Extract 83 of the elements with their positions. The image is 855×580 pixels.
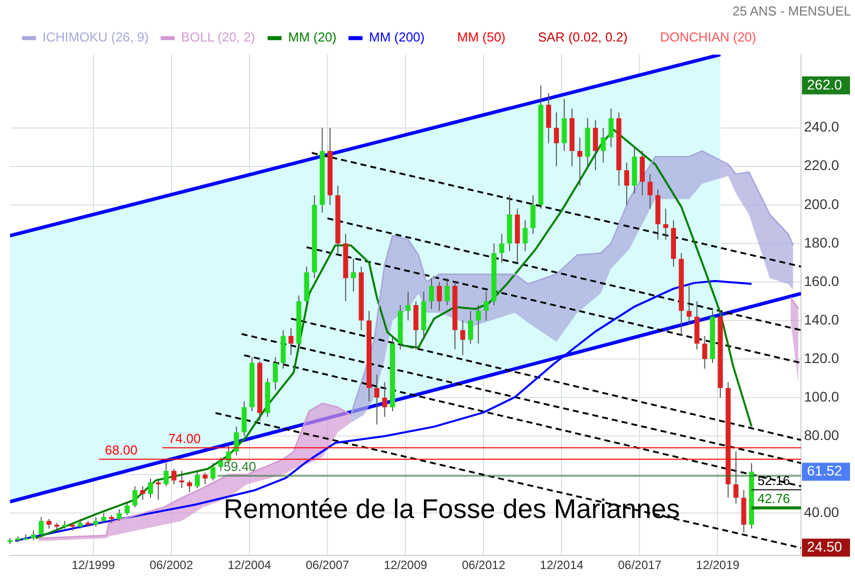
x-tick-label: 12/2019 — [696, 558, 740, 572]
ref-line-label: 74.00 — [168, 430, 201, 446]
x-tick-label: 06/2007 — [306, 558, 350, 572]
legend-label: BOLL (20, 2) — [181, 30, 256, 45]
candlestick — [202, 472, 208, 485]
x-tick-label: 12/2009 — [384, 558, 428, 572]
candlestick — [554, 112, 559, 167]
legend-label: MM (20) — [288, 30, 336, 45]
text: MM (50) — [457, 30, 506, 45]
text: DONCHIAN (20) — [660, 30, 756, 45]
candlestick — [733, 451, 738, 504]
candlestick — [499, 233, 504, 264]
candlestick — [608, 108, 614, 148]
ref-line-label: 59.40 — [224, 458, 256, 474]
y-tick-label: 160.0 — [804, 272, 840, 289]
candlestick — [460, 320, 466, 356]
y-tick-label: 180.0 — [804, 234, 840, 250]
y-tick-label: 100.0 — [804, 388, 840, 404]
candlestick — [218, 456, 224, 472]
y-tick-label: 80.00 — [804, 426, 840, 443]
candlestick — [374, 374, 380, 426]
candlestick — [600, 127, 606, 164]
x-tick-label: 12/2004 — [228, 558, 272, 572]
candlestick — [429, 278, 434, 310]
candlestick — [288, 328, 294, 356]
candlestick — [468, 310, 474, 344]
candlestick — [194, 470, 200, 489]
ref-line-label: 42.76 — [757, 490, 790, 506]
candlestick — [148, 478, 154, 498]
text: 61.52 — [807, 462, 842, 479]
ref-line-label: 68.00 — [104, 442, 138, 458]
candlestick — [663, 208, 668, 240]
candlestick — [406, 291, 411, 322]
candlestick — [140, 486, 146, 500]
candlestick — [132, 486, 138, 508]
candlestick — [592, 120, 598, 171]
candlestick — [179, 470, 184, 489]
candlestick — [476, 304, 481, 344]
x-tick-label: 12/2014 — [540, 558, 584, 572]
y-tick-label: 120.0 — [804, 350, 840, 366]
candlestick — [156, 478, 161, 500]
candlestick — [577, 136, 582, 186]
y-tick-label: 240.0 — [804, 118, 840, 135]
text: 262.0 — [807, 76, 842, 92]
candlestick — [436, 281, 442, 312]
text: SAR (0.02, 0.2) — [538, 30, 628, 45]
text: 24.50 — [807, 538, 842, 554]
candlestick — [210, 462, 216, 481]
x-tick-label: 06/2002 — [150, 558, 194, 572]
candlestick — [187, 480, 192, 493]
candlestick — [624, 162, 630, 206]
candlestick — [702, 335, 708, 370]
y-tick-label: 40.00 — [804, 504, 840, 520]
candlestick — [124, 501, 130, 516]
candlestick — [101, 512, 106, 524]
x-tick-label: 12/1999 — [72, 558, 116, 572]
candlestick — [164, 462, 169, 487]
y-tick-label: 220.0 — [804, 157, 840, 174]
candlestick — [484, 291, 489, 322]
candlestick — [648, 174, 653, 210]
candlestick — [686, 285, 692, 325]
candlestick — [171, 468, 176, 485]
candlestick — [46, 518, 52, 530]
candlestick — [546, 92, 552, 144]
legend-label: ICHIMOKU (26, 9) — [42, 30, 149, 45]
x-tick-label: 06/2012 — [462, 558, 506, 572]
candlestick — [78, 518, 83, 530]
candlestick — [116, 508, 122, 522]
y-tick-label: 140.0 — [804, 311, 840, 328]
candlestick — [30, 530, 36, 541]
candlestick — [234, 426, 239, 456]
candlestick — [38, 516, 44, 537]
candlestick — [382, 382, 388, 418]
candlestick — [530, 194, 536, 234]
y-tick-label: 200.0 — [804, 196, 840, 212]
legend-label: MM (200) — [369, 30, 425, 45]
candlestick — [272, 356, 278, 390]
chart-subtitle: 25 ANS - MENSUEL — [732, 3, 851, 18]
candlestick — [522, 220, 528, 252]
x-tick-label: 06/2017 — [618, 558, 662, 572]
candlestick — [444, 278, 450, 306]
candlestick — [350, 258, 356, 292]
candlestick — [93, 516, 98, 528]
